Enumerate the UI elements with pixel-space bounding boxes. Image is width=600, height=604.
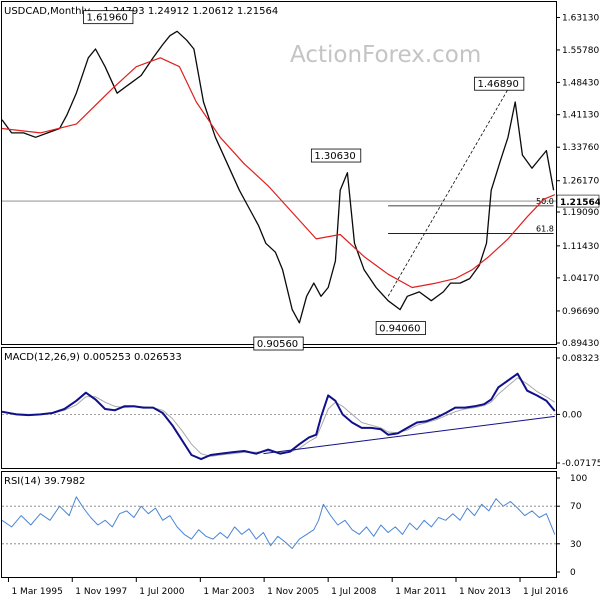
price-annotation: 1.46890 [474, 76, 525, 91]
rsi-line [1, 496, 556, 549]
macd-y-tick-label: 0.00 [562, 410, 582, 420]
price-annotation: 1.30630 [310, 148, 362, 163]
x-tick-label: 1 Nov 2005 [267, 587, 319, 597]
price-line [1, 30, 555, 324]
annotation-label: 1.46890 [477, 79, 518, 90]
annotation-box [375, 321, 426, 335]
x-tick-label: 1 Jul 2008 [331, 587, 376, 597]
ohlc-values: 1.24793 1.24912 1.20612 1.21564 [103, 6, 278, 17]
rsi-title: RSI(14) 39.7982 [4, 476, 85, 487]
price-y-tick-label: 1.11430 [562, 242, 599, 252]
macd-line [1, 372, 556, 461]
x-tick-label: 1 Nov 2013 [459, 587, 511, 597]
price-y-tick-label: 1.26170 [562, 177, 599, 187]
price-y-tick-label: 1.55780 [562, 46, 599, 56]
rsi-panel-frame [1, 471, 557, 578]
annotation-label: 0.94060 [379, 324, 420, 335]
svg-text:USDCAD,Monthly 1.24793 1: USDCAD,Monthly 1.24793 1.24912 1.20612 1… [4, 6, 278, 17]
annotation-box [310, 148, 362, 163]
x-tick-label: 1 Mar 2003 [203, 587, 254, 597]
macd-y-tick-label: -0.071752 [562, 459, 600, 469]
annotation-label: 1.61960 [87, 13, 128, 24]
x-tick-label: 1 Jul 2000 [139, 587, 184, 597]
price-y-tick-label: 0.96690 [562, 307, 599, 317]
price-y-tick-label: 1.19090 [562, 208, 599, 218]
x-tick-label: 1 Nov 1997 [75, 587, 127, 597]
fib-label: 50.0 [536, 197, 554, 206]
price-title: USDCAD,Monthly [4, 6, 90, 17]
macd-trendline [263, 415, 555, 455]
annotation-box [253, 336, 304, 351]
x-tick-label: 1 Jul 2016 [523, 587, 568, 597]
price-y-tick-label: 1.33760 [562, 143, 599, 153]
price-annotation: 0.94060 [375, 321, 426, 335]
watermark: ActionForex.com [290, 42, 481, 68]
macd-y-tick-label: 0.083235 [562, 354, 600, 364]
price-y-tick-label: 1.63130 [562, 13, 599, 23]
sma-line [1, 57, 556, 289]
rsi-y-tick-label: 100 [570, 474, 587, 484]
current-price-label: 1.21564 [560, 198, 600, 208]
x-tick-label: 1 Mar 1995 [11, 587, 62, 597]
price-y-tick-label: 1.48430 [562, 78, 599, 88]
price-y-tick-label: 1.41130 [562, 111, 599, 121]
annotation-box [83, 10, 134, 25]
rsi-y-tick-label: 0 [570, 568, 576, 578]
annotation-label: 1.30630 [314, 151, 355, 162]
current-price-tag [556, 194, 600, 208]
annotation-label: 0.90560 [257, 339, 298, 350]
fib-label: 61.8 [536, 225, 554, 234]
macd-signal-line [1, 377, 556, 457]
price-y-tick-label: 0.89430 [562, 339, 599, 349]
price-annotation: 0.90560 [253, 336, 304, 351]
annotation-box [474, 76, 525, 91]
rsi-y-tick-label: 70 [570, 502, 582, 512]
rsi-y-tick-label: 30 [570, 540, 582, 550]
x-tick-label: 1 Mar 2011 [395, 587, 446, 597]
price-annotation: 1.61960 [83, 10, 134, 25]
macd-title: MACD(12,26,9) 0.005253 0.026533 [4, 352, 182, 363]
price-y-tick-label: 1.04170 [562, 274, 599, 284]
